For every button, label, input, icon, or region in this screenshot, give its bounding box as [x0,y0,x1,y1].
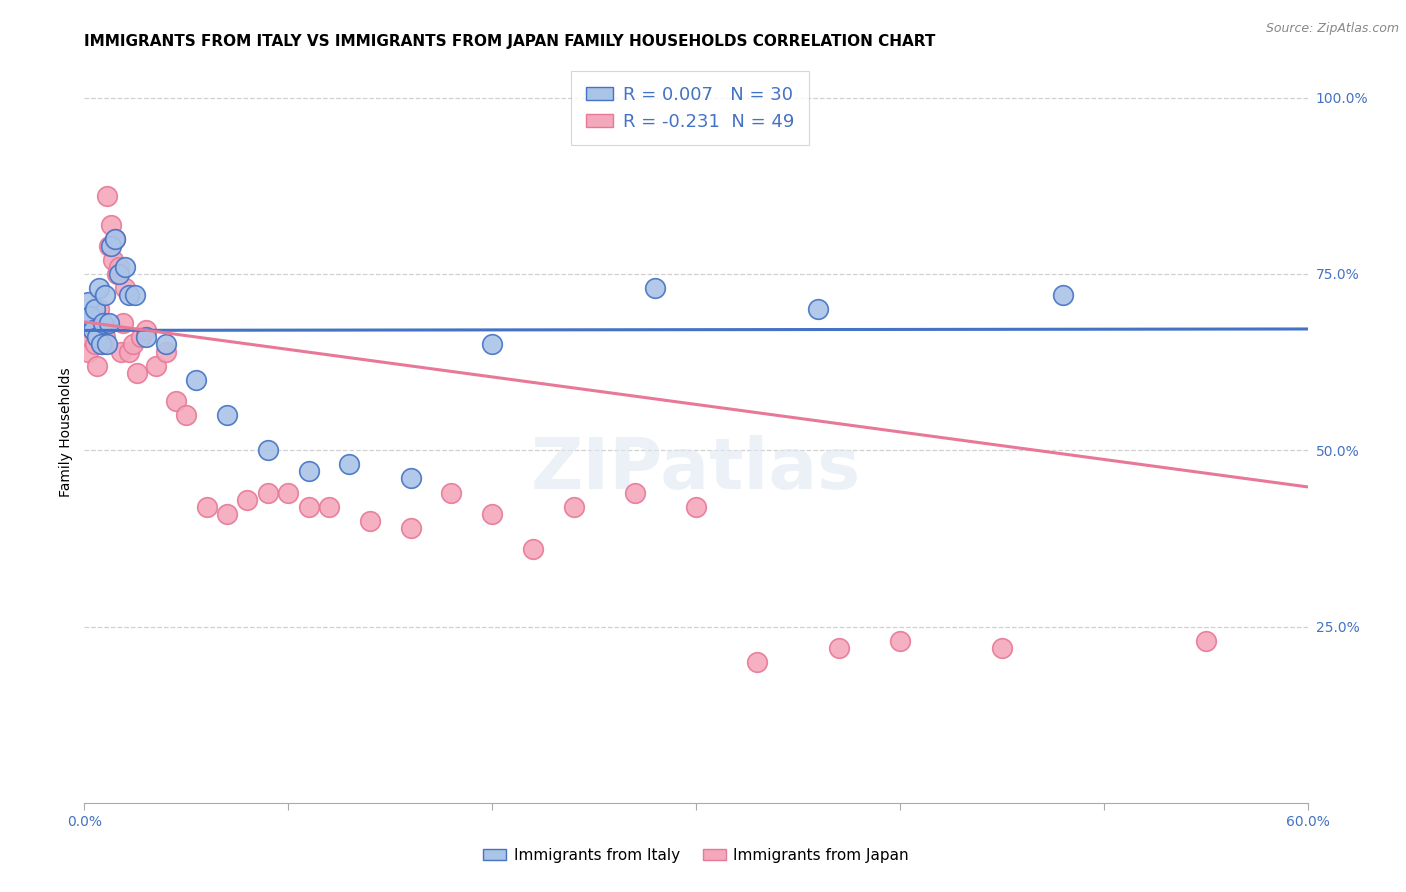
Point [118,288,141,302]
Point [82,323,104,337]
Point [339,458,361,472]
Point [114,281,136,295]
Point [135,323,157,337]
Point [685,500,707,514]
Point [114,260,136,274]
Point [82,323,104,337]
Point [100,218,122,232]
Point [195,500,218,514]
Point [93,288,115,302]
Point [100,239,122,253]
Point [75,316,97,330]
Point [257,485,280,500]
Point [77,344,100,359]
Point [236,492,259,507]
Point [807,302,830,317]
Text: IMMIGRANTS FROM ITALY VS IMMIGRANTS FROM JAPAN FAMILY HOUSEHOLDS CORRELATION CHA: IMMIGRANTS FROM ITALY VS IMMIGRANTS FROM… [84,34,936,49]
Point [399,521,422,535]
Point [217,507,239,521]
Point [86,359,108,373]
Point [145,359,167,373]
Point [298,464,321,478]
Point [318,500,340,514]
Point [104,232,127,246]
Point [90,337,112,351]
Point [399,471,422,485]
Point [97,239,120,253]
Point [991,640,1014,655]
Point [79,310,101,324]
Legend: Immigrants from Italy, Immigrants from Japan: Immigrants from Italy, Immigrants from J… [477,842,915,869]
Point [359,514,381,528]
Point [889,633,911,648]
Point [174,408,197,422]
Point [186,373,208,387]
Point [101,252,124,267]
Point [277,485,299,500]
Point [828,640,851,655]
Point [118,344,141,359]
Point [124,288,146,302]
Point [108,260,131,274]
Point [77,295,100,310]
Point [110,344,132,359]
Point [87,302,110,317]
Point [91,337,114,351]
Point [562,500,585,514]
Point [165,393,187,408]
Point [624,485,647,500]
Y-axis label: Family Households: Family Households [59,368,73,498]
Point [112,316,135,330]
Point [131,330,153,344]
Point [87,281,110,295]
Point [96,337,118,351]
Point [257,443,280,458]
Point [644,281,666,295]
Point [127,366,149,380]
Point [97,316,120,330]
Point [105,267,128,281]
Text: Source: ZipAtlas.com: Source: ZipAtlas.com [1265,22,1399,36]
Point [90,316,112,330]
Point [83,302,105,317]
Point [1052,288,1074,302]
Point [481,337,503,351]
Point [155,337,177,351]
Point [79,330,101,344]
Point [440,485,463,500]
Point [75,316,97,330]
Point [747,655,769,669]
Point [91,316,114,330]
Point [217,408,239,422]
Point [122,337,145,351]
Point [83,337,105,351]
Point [1195,633,1218,648]
Point [481,507,503,521]
Point [86,330,108,344]
Point [135,330,157,344]
Text: ZIPatlas: ZIPatlas [531,435,860,504]
Point [522,541,544,556]
Point [93,330,115,344]
Point [96,189,118,203]
Point [155,344,177,359]
Point [298,500,321,514]
Point [104,232,127,246]
Point [108,267,131,281]
